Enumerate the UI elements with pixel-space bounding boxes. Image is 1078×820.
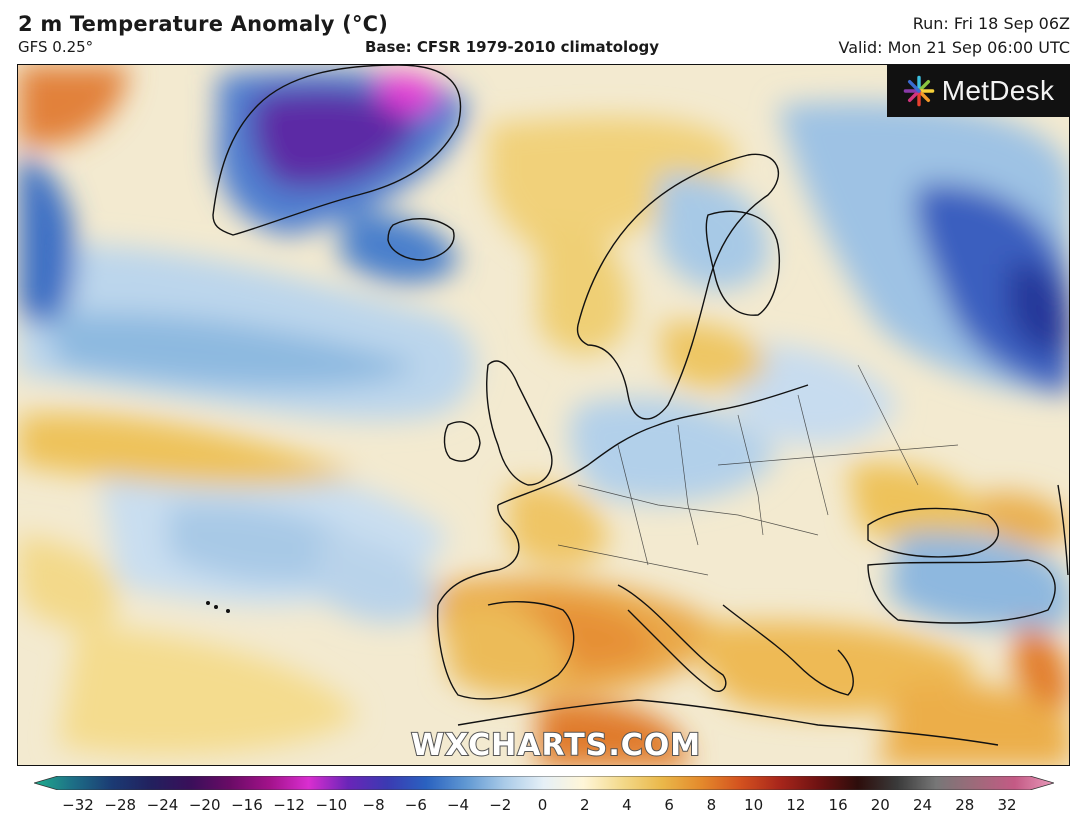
colorbar-tick-label: −16 [231, 796, 263, 814]
colorbar-tick-label: −12 [273, 796, 305, 814]
valid-time-label: Valid: Mon 21 Sep 06:00 UTC [838, 38, 1070, 57]
wxcharts-watermark: WXCHARTS.COM [410, 727, 702, 764]
azores-islands [206, 601, 230, 613]
metdesk-logo: MetDesk [887, 65, 1069, 117]
climatology-base-label: Base: CFSR 1979-2010 climatology [365, 38, 660, 56]
colorbar [34, 776, 1054, 790]
colorbar-tick-label: −28 [104, 796, 137, 814]
colorbar-tick-label: 10 [744, 796, 764, 814]
run-time-label: Run: Fri 18 Sep 06Z [912, 14, 1070, 33]
colorbar-tick-label: 28 [955, 796, 975, 814]
colorbar-ticks: −32 −28 −24 −20 −16 −12 −10 −8 −6 −4 −2 0 2 4 6 8 10 12 16… [0, 796, 1078, 818]
metdesk-logo-text: MetDesk [941, 75, 1055, 106]
colorbar-tick-label: −8 [362, 796, 385, 814]
colorbar-tick-label: 8 [706, 796, 717, 814]
colorbar-tick-label: −24 [146, 796, 179, 814]
map-canvas [18, 65, 1069, 765]
colorbar-tick-label: −32 [62, 796, 94, 814]
chart-title: 2 m Temperature Anomaly (°C) [18, 12, 389, 36]
colorbar-tick-label: 32 [997, 796, 1017, 814]
coastlines [212, 65, 1069, 746]
colorbar-tick-label: −2 [489, 796, 512, 814]
colorbar-tick-label: 24 [912, 796, 933, 814]
colorbar-tick-label: 2 [579, 796, 590, 814]
colorbar-tick-label: 20 [870, 796, 890, 814]
country-borders [557, 364, 959, 576]
colorbar-tick-label: 12 [786, 796, 806, 814]
colorbar-tick-label: 6 [664, 796, 674, 814]
metdesk-flower-icon [903, 75, 935, 107]
colorbar-tick-label: 4 [622, 796, 632, 814]
colorbar-tick-label: −10 [315, 796, 348, 814]
colorbar-tick-label: 16 [828, 796, 848, 814]
colorbar-tick-label: −6 [404, 796, 427, 814]
colorbar-tick-label: 0 [537, 796, 548, 814]
colorbar-body [34, 776, 1054, 790]
anomaly-field [18, 65, 1069, 765]
model-label: GFS 0.25° [18, 38, 94, 56]
anomaly-map[interactable]: MetDesk WXCHARTS.COM [17, 64, 1070, 766]
colorbar-tick-label: −20 [188, 796, 221, 814]
colorbar-tick-label: −4 [446, 796, 470, 814]
